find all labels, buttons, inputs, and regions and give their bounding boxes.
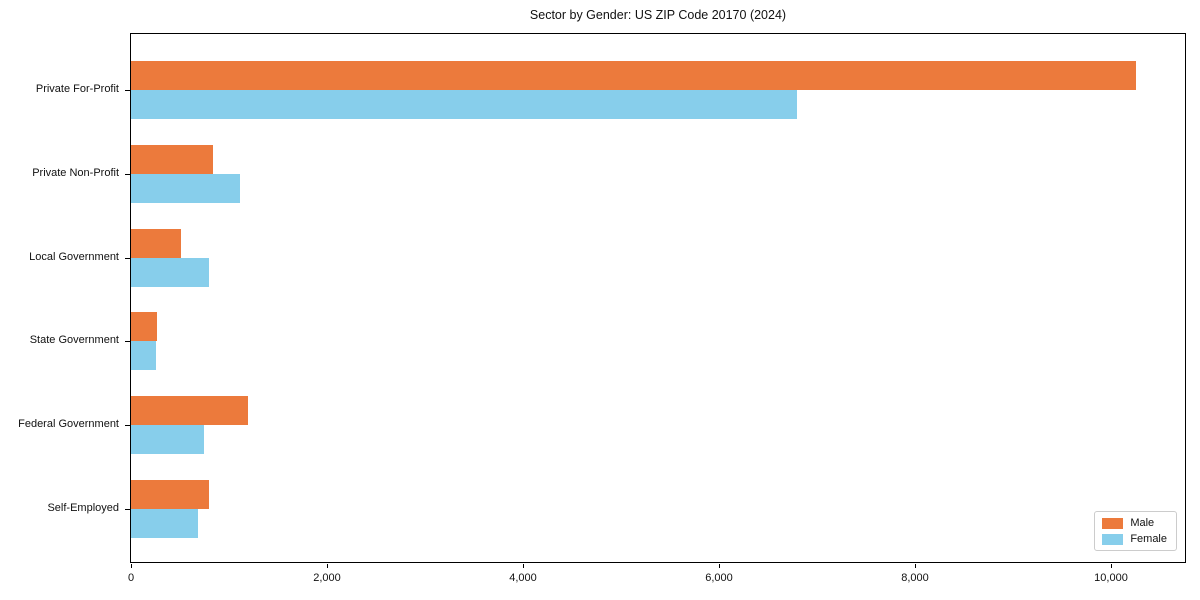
bar-male-private-for-profit [131, 61, 1136, 90]
y-tick-label-federal-government: Federal Government [18, 418, 119, 430]
y-axis-tick [125, 425, 130, 426]
bar-male-state-government [131, 312, 157, 341]
bar-male-federal-government [131, 396, 248, 425]
x-axis-tick [131, 564, 132, 568]
x-axis-tick [719, 564, 720, 568]
x-axis-tick [915, 564, 916, 568]
bar-male-self-employed [131, 480, 209, 509]
legend-entry-female: Female [1102, 533, 1167, 545]
x-tick-label-6000: 6,000 [705, 572, 733, 584]
y-axis-tick [125, 90, 130, 91]
bar-male-local-government [131, 229, 181, 258]
y-axis-tick [125, 174, 130, 175]
x-tick-label-2000: 2,000 [313, 572, 341, 584]
x-tick-label-0: 0 [127, 572, 135, 584]
x-tick-label-10000: 10,000 [1094, 572, 1128, 584]
bar-female-private-for-profit [131, 90, 797, 119]
y-axis-tick [125, 509, 130, 510]
x-axis-tick [327, 564, 328, 568]
bar-female-state-government [131, 341, 156, 370]
legend-label-female: Female [1130, 533, 1167, 545]
plot-area: Male Female Private For-Profit Private Non… [18, 33, 1186, 584]
y-tick-label-private-non-profit: Private Non-Profit [32, 167, 119, 179]
legend-swatch-male [1102, 517, 1124, 529]
legend: Male Female [1094, 511, 1177, 551]
y-tick-label-self-employed: Self-Employed [47, 502, 119, 514]
x-tick-label-4000: 4,000 [509, 572, 537, 584]
legend-label-male: Male [1130, 517, 1155, 529]
bar-female-private-non-profit [131, 174, 240, 203]
y-tick-label-state-government: State Government [29, 334, 119, 346]
chart-title: Sector by Gender: US ZIP Code 20170 (202… [529, 8, 787, 22]
bar-female-federal-government [131, 425, 204, 454]
y-tick-label-local-government: Local Government [29, 251, 119, 263]
x-tick-label-8000: 8,000 [901, 572, 929, 584]
x-axis-tick [1111, 564, 1112, 568]
y-axis-tick [125, 258, 130, 259]
bar-female-local-government [131, 258, 209, 287]
y-axis-tick [125, 341, 130, 342]
bar-male-private-non-profit [131, 145, 213, 174]
x-axis-tick [523, 564, 524, 568]
legend-swatch-female [1102, 533, 1124, 545]
bar-female-self-employed [131, 509, 198, 538]
y-tick-label-private-for-profit: Private For-Profit [35, 83, 119, 95]
legend-entry-male: Male [1102, 517, 1167, 529]
